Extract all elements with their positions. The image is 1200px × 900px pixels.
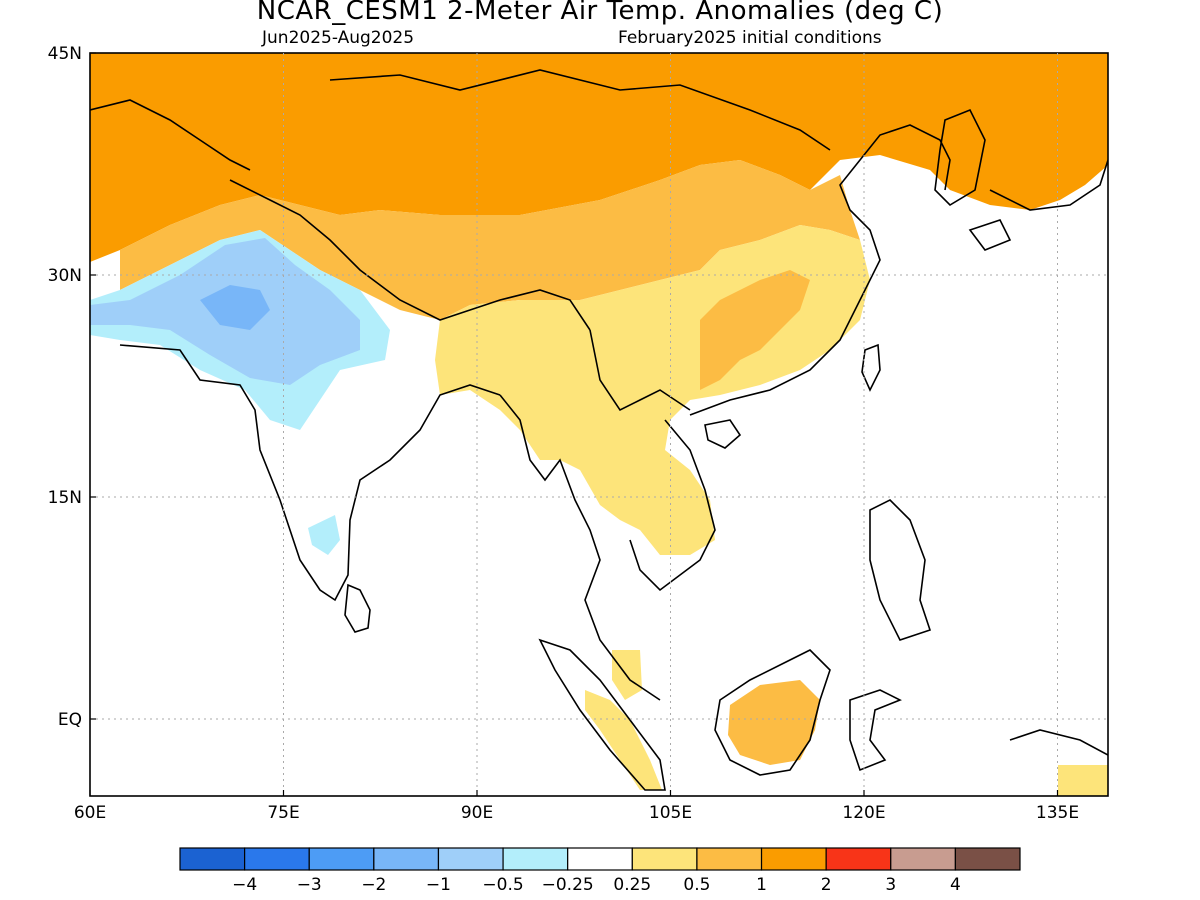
colorbar: −4 −3 −2 −1 −0.5 −0.25 0.25 0.5 1 2 3 4 [179,847,1021,895]
anomaly-region-orange [90,53,1108,262]
colorbar-swatch [954,847,1021,871]
lon-label: 60E [74,803,106,823]
colorbar-tick-label: −4 [232,875,257,895]
coastline-sulawesi [849,689,902,772]
coastline-india [119,344,501,602]
coastline-philippines [869,499,932,641]
lat-label: 30N [48,266,82,286]
colorbar-swatch [244,847,310,871]
colorbar-tick-label: −2 [361,875,386,895]
initial-conditions: February2025 initial conditions [618,28,882,48]
anomaly-region-sumatra [585,690,662,790]
border-mongolia [329,69,831,151]
coastline-korea [934,108,986,207]
colorbar-tick-label: −0.25 [542,875,594,895]
forecast-period: Jun2025-Aug2025 [262,28,415,48]
colorbar-swatch [631,847,698,871]
lat-label: 45N [48,44,82,64]
colorbar-tick-label: −1 [426,875,451,895]
anomaly-region-new-guinea [1058,765,1108,796]
anomaly-region-india-south [308,515,340,555]
colorbar-tick-label: −0.5 [482,875,523,895]
anomaly-region-borneo [728,680,820,765]
coastline-sri-lanka [344,583,371,633]
map-frame [89,52,1109,797]
border-indochina [589,329,691,412]
colorbar-swatch [179,847,246,871]
anomaly-region-light-orange [120,160,860,320]
coastline-new-guinea [1009,729,1108,756]
anomaly-region-blue [200,285,270,330]
anomaly-region-south-china [700,270,810,390]
colorbar-swatch [437,847,504,871]
lon-label: 75E [267,803,299,823]
coastlines [90,69,1108,791]
colorbar-tick-label: 3 [885,875,896,895]
colorbar-tick-label: 4 [950,875,961,895]
border-central-asia [90,99,251,171]
coastline-vietnam [629,419,716,592]
colorbar-swatch [502,847,569,871]
gridlines [89,52,1108,796]
colorbar-tick-label: 1 [756,875,767,895]
colorbar-tick-label: 0.5 [683,875,710,895]
axis-labels: 60E 75E 90E 105E 120E 135E 45N 30N 15N EQ [48,44,1079,823]
lon-label: 90E [461,803,493,823]
colorbar-swatch [890,847,956,871]
lat-label: 15N [48,488,82,508]
colorbar-tick-label: −3 [297,875,322,895]
colorbar-swatch [760,847,827,871]
lon-label: 105E [649,803,692,823]
colorbar-swatch [373,847,440,871]
lat-label: EQ [58,710,82,730]
coastline-borneo [714,649,831,776]
colorbar-swatch [308,847,375,871]
coastline-japan [968,159,1108,251]
colorbar-tick-label: 2 [821,875,832,895]
colorbar-swatch [567,847,633,871]
coastline-hainan [704,419,742,449]
lon-label: 120E [842,803,885,823]
coastline-indochina [499,394,661,701]
colorbar-swatch [825,847,892,871]
map-title: NCAR_CESM1 2-Meter Air Temp. Anomalies (… [256,0,944,26]
lon-label: 135E [1036,803,1079,823]
colorbar-tick-label: 0.25 [613,875,651,895]
colorbar-swatch [696,847,763,871]
anomaly-fields [90,53,1108,796]
coastline-china [689,124,951,416]
border-himalaya [229,179,591,331]
coastline-taiwan [861,343,881,392]
coastline-sumatra [538,638,666,791]
